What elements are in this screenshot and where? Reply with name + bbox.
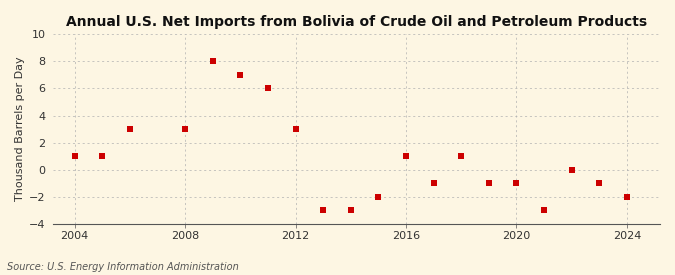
Point <box>428 181 439 185</box>
Point <box>566 167 577 172</box>
Point <box>483 181 494 185</box>
Point <box>124 127 135 131</box>
Point <box>70 154 80 158</box>
Point <box>207 59 218 64</box>
Point <box>97 154 108 158</box>
Point <box>511 181 522 185</box>
Y-axis label: Thousand Barrels per Day: Thousand Barrels per Day <box>15 57 25 201</box>
Point <box>400 154 411 158</box>
Point <box>456 154 466 158</box>
Point <box>346 208 356 213</box>
Point <box>290 127 301 131</box>
Text: Source: U.S. Energy Information Administration: Source: U.S. Energy Information Administ… <box>7 262 238 272</box>
Point <box>318 208 329 213</box>
Point <box>622 194 632 199</box>
Point <box>235 73 246 77</box>
Point <box>594 181 605 185</box>
Point <box>373 194 384 199</box>
Title: Annual U.S. Net Imports from Bolivia of Crude Oil and Petroleum Products: Annual U.S. Net Imports from Bolivia of … <box>65 15 647 29</box>
Point <box>180 127 190 131</box>
Point <box>539 208 549 213</box>
Point <box>263 86 273 91</box>
